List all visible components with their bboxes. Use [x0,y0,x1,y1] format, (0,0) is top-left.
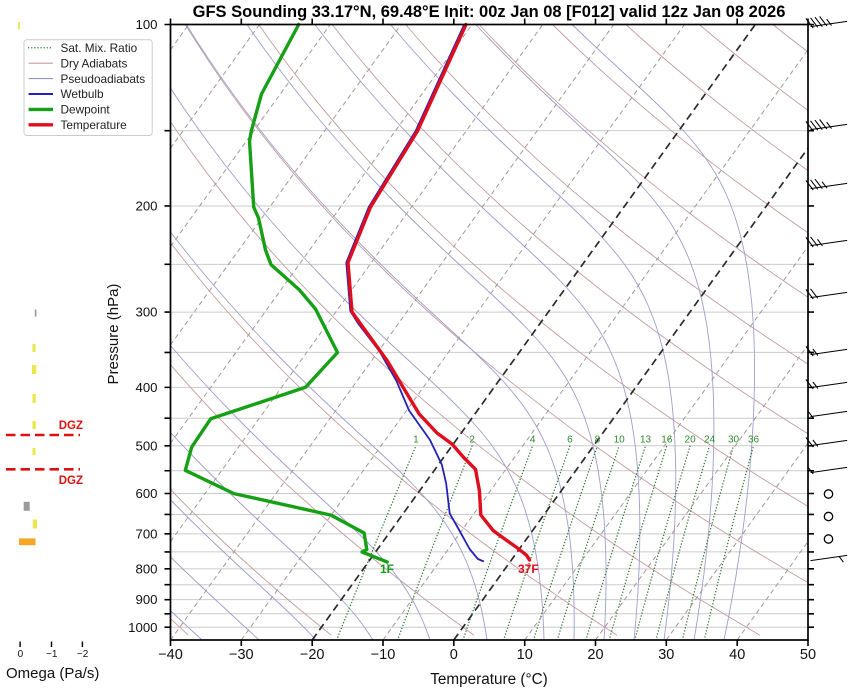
svg-text:−20: −20 [300,647,325,663]
svg-text:GFS Sounding 33.17°N, 69.48°E: GFS Sounding 33.17°N, 69.48°E Init: 00z … [193,3,786,21]
svg-text:50: 50 [800,647,816,663]
svg-text:700: 700 [135,527,157,542]
svg-text:800: 800 [135,561,157,576]
svg-text:24: 24 [704,435,716,446]
svg-text:6: 6 [567,435,573,446]
svg-text:30: 30 [728,435,740,446]
svg-text:20: 20 [587,647,603,663]
svg-text:600: 600 [135,486,157,501]
svg-text:8: 8 [595,435,601,446]
svg-text:Pressure (hPa): Pressure (hPa) [105,284,122,385]
svg-text:DGZ: DGZ [59,420,83,432]
svg-text:36: 36 [748,435,760,446]
svg-text:1: 1 [413,435,419,446]
svg-text:200: 200 [135,199,157,214]
svg-text:100: 100 [135,17,157,32]
svg-text:1F: 1F [380,562,394,576]
svg-text:Temperature (°C): Temperature (°C) [430,671,547,687]
svg-text:16: 16 [661,435,673,446]
svg-text:400: 400 [135,380,157,395]
svg-text:DGZ: DGZ [59,475,83,487]
svg-text:Omega (Pa/s): Omega (Pa/s) [6,665,99,682]
svg-text:Wetbulb: Wetbulb [61,87,105,101]
svg-text:−2: −2 [77,649,89,660]
svg-text:−10: −10 [371,647,396,663]
svg-text:13: 13 [640,435,652,446]
svg-text:300: 300 [135,305,157,320]
svg-text:Temperature: Temperature [61,118,128,132]
svg-text:40: 40 [729,647,745,663]
svg-text:−40: −40 [158,647,183,663]
svg-text:4: 4 [530,435,536,446]
svg-text:10: 10 [614,435,626,446]
svg-text:20: 20 [685,435,697,446]
svg-text:500: 500 [135,438,157,453]
svg-text:0: 0 [18,649,24,660]
svg-text:10: 10 [517,647,533,663]
svg-text:Dry Adiabats: Dry Adiabats [61,56,128,70]
svg-text:2: 2 [469,435,475,446]
svg-text:Sat. Mix. Ratio: Sat. Mix. Ratio [61,41,138,55]
svg-text:Pseudoadiabats: Pseudoadiabats [61,72,146,86]
svg-text:1000: 1000 [128,620,157,635]
svg-text:30: 30 [658,647,674,663]
svg-text:Dewpoint: Dewpoint [61,103,111,117]
svg-text:−1: −1 [46,649,58,660]
svg-text:37F: 37F [518,562,539,576]
svg-text:900: 900 [135,592,157,607]
svg-text:−30: −30 [229,647,254,663]
svg-text:0: 0 [450,647,458,663]
